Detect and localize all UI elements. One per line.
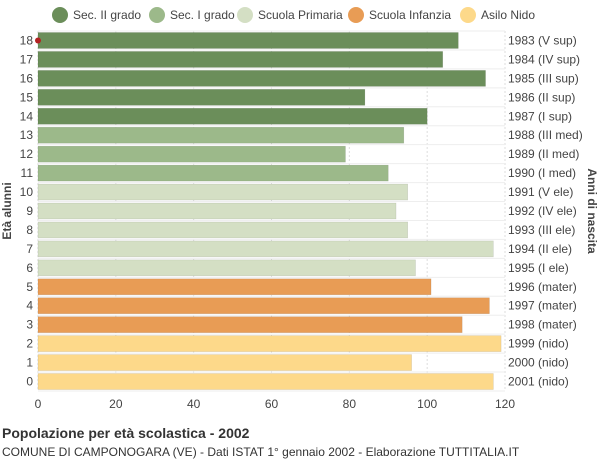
birth-year-label: 1990 (I med) xyxy=(508,166,576,180)
bar xyxy=(37,32,459,49)
y-tick-label: 17 xyxy=(20,52,34,66)
y-axis-label-right: Anni di nascita xyxy=(585,168,599,254)
bar xyxy=(37,259,416,277)
legend-marker xyxy=(348,7,364,23)
birth-year-label: 1993 (III ele) xyxy=(508,223,575,237)
y-tick-label: 0 xyxy=(26,375,33,389)
x-tick-label: 120 xyxy=(495,397,515,411)
x-tick-label: 60 xyxy=(265,397,279,411)
bar xyxy=(37,164,389,182)
x-tick-label: 80 xyxy=(343,397,357,411)
x-tick-label: 0 xyxy=(35,397,42,411)
highlight-dot xyxy=(35,37,41,44)
birth-year-label: 1991 (V ele) xyxy=(508,185,573,199)
y-tick-label: 3 xyxy=(26,318,33,332)
bar xyxy=(37,202,397,220)
birth-year-label: 1994 (II ele) xyxy=(508,242,572,256)
y-tick-label: 6 xyxy=(26,261,33,275)
x-tick-label: 20 xyxy=(109,397,123,411)
chart: Sec. II grado Sec. I grado Scuola Primaria… xyxy=(0,7,599,411)
y-tick-label: 16 xyxy=(20,71,34,85)
birth-year-label: 1999 (nido) xyxy=(508,337,569,351)
bar xyxy=(37,335,502,352)
legend-label: Sec. I grado xyxy=(170,8,235,22)
birth-year-label: 2000 (nido) xyxy=(508,356,569,370)
bar xyxy=(37,297,490,315)
bar xyxy=(37,316,463,333)
birth-year-label: 1995 (I ele) xyxy=(508,261,569,275)
legend-marker xyxy=(149,7,165,23)
y-tick-label: 5 xyxy=(26,280,33,294)
legend-marker xyxy=(460,7,476,23)
birth-year-label: 1983 (V sup) xyxy=(508,33,577,47)
y-axis-label-left: Età alunni xyxy=(0,182,14,239)
bar xyxy=(37,70,486,87)
legend-label: Asilo Nido xyxy=(481,8,535,22)
y-tick-label: 9 xyxy=(26,204,33,218)
y-tick-label: 8 xyxy=(26,223,33,237)
bar xyxy=(37,221,409,239)
y-tick-label: 10 xyxy=(20,185,34,199)
x-tick-label: 100 xyxy=(417,397,437,411)
y-tick-label: 11 xyxy=(21,166,34,180)
birth-year-label: 1989 (II med) xyxy=(508,147,579,161)
legend-label: Scuola Primaria xyxy=(258,8,343,22)
birth-year-label: 2001 (nido) xyxy=(508,375,569,389)
birth-year-label: 1984 (IV sup) xyxy=(508,52,580,66)
bar xyxy=(37,145,346,163)
bar xyxy=(37,354,412,371)
legend-label: Scuola Infanzia xyxy=(369,8,451,22)
bar xyxy=(37,107,428,125)
y-tick-label: 18 xyxy=(20,33,34,47)
y-tick-label: 4 xyxy=(26,299,33,313)
legend-label: Sec. II grado xyxy=(73,8,141,22)
birth-year-label: 1985 (III sup) xyxy=(508,71,579,85)
y-tick-label: 7 xyxy=(26,242,33,256)
birth-year-label: 1987 (I sup) xyxy=(508,109,572,123)
birth-year-label: 1986 (II sup) xyxy=(508,90,575,104)
birth-year-label: 1992 (IV ele) xyxy=(508,204,577,218)
y-tick-label: 13 xyxy=(20,128,34,142)
birth-year-label: 1997 (mater) xyxy=(508,299,577,313)
legend-marker xyxy=(52,7,68,23)
bar xyxy=(37,240,494,258)
birth-year-label: 1996 (mater) xyxy=(508,280,577,294)
bar xyxy=(37,126,405,144)
x-tick-label: 40 xyxy=(187,397,201,411)
legend-marker xyxy=(237,7,253,23)
bar xyxy=(37,89,366,106)
chart-subtitle: COMUNE DI CAMPONOGARA (VE) - Dati ISTAT … xyxy=(2,445,520,459)
y-tick-label: 12 xyxy=(20,147,34,161)
bar xyxy=(37,51,444,68)
bar xyxy=(37,373,494,390)
y-tick-label: 15 xyxy=(20,90,34,104)
bar xyxy=(37,278,432,296)
y-tick-label: 2 xyxy=(26,337,33,351)
birth-year-label: 1988 (III med) xyxy=(508,128,583,142)
y-tick-label: 1 xyxy=(26,356,33,370)
bar xyxy=(37,183,409,201)
chart-title: Popolazione per età scolastica - 2002 xyxy=(2,425,250,441)
y-tick-label: 14 xyxy=(20,109,34,123)
birth-year-label: 1998 (mater) xyxy=(508,318,577,332)
